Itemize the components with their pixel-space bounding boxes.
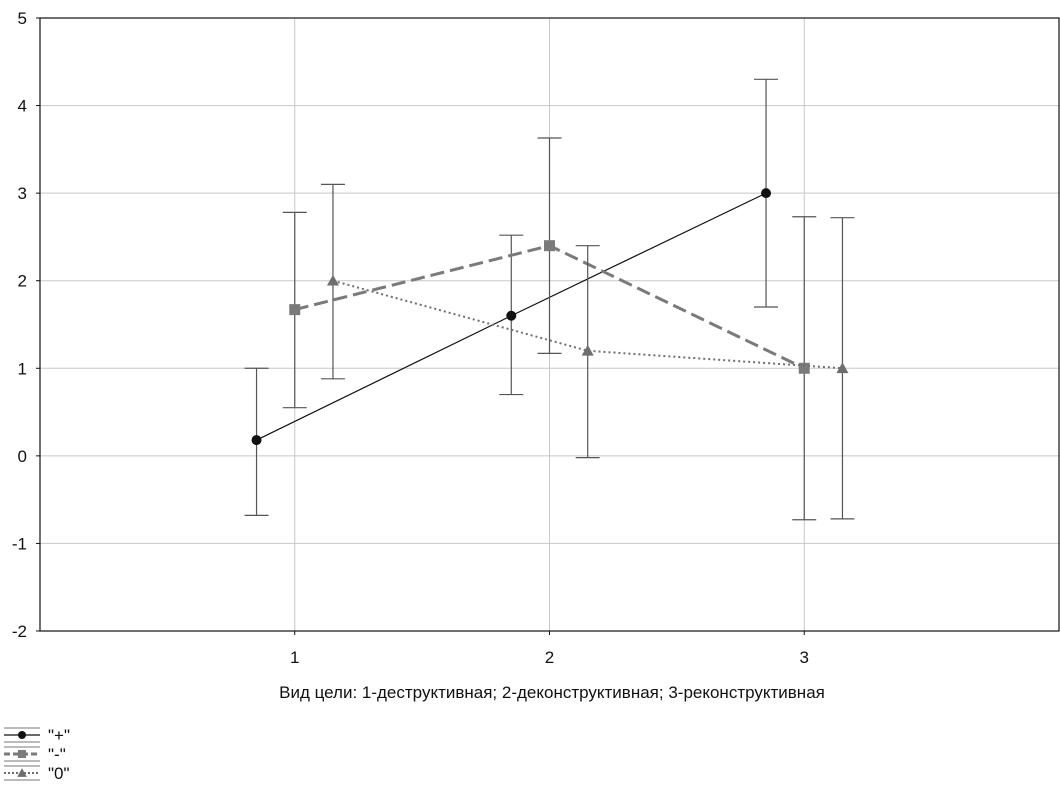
x-tick-label: 2 — [545, 648, 554, 667]
series-layer — [244, 78, 855, 521]
legend-marker — [18, 750, 26, 758]
y-tick-label: -1 — [12, 534, 27, 553]
legend-entry: "+" — [4, 726, 70, 745]
data-point — [836, 362, 849, 374]
y-tick-label: 2 — [18, 272, 27, 291]
y-tick-label: 0 — [18, 447, 27, 466]
legend-entry: "-" — [4, 745, 66, 764]
data-point — [761, 188, 772, 199]
data-point — [798, 362, 810, 374]
tick-labels: -2 -1 0 1 2 3 4 5 1 2 3 — [12, 9, 809, 667]
axes — [36, 17, 1060, 635]
x-axis-label: Вид цели: 1-деструктивная; 2-деконструкт… — [279, 683, 825, 702]
legend-marker — [17, 768, 27, 777]
data-point — [251, 435, 262, 446]
data-point — [544, 240, 555, 252]
data-point — [289, 304, 301, 316]
y-tick-label: 5 — [18, 9, 27, 28]
y-tick-label: -2 — [12, 622, 27, 641]
legend: "+""-""0" — [4, 726, 70, 783]
plot-frame — [39, 17, 1060, 632]
data-point — [506, 310, 517, 321]
legend-label: "+" — [48, 726, 70, 745]
legend-label: "0" — [48, 764, 70, 783]
series-1 — [244, 78, 779, 517]
data-point — [326, 274, 339, 286]
data-point — [581, 344, 594, 356]
legend-entry: "0" — [4, 764, 70, 783]
legend-label: "-" — [48, 745, 66, 764]
x-tick-label: 1 — [290, 648, 299, 667]
y-tick-label: 1 — [18, 359, 27, 378]
y-tick-label: 3 — [18, 184, 27, 203]
x-tick-label: 3 — [800, 648, 809, 667]
series-3 — [320, 183, 855, 520]
y-tick-label: 4 — [18, 97, 27, 116]
series-2 — [282, 137, 817, 521]
legend-marker — [18, 731, 26, 739]
